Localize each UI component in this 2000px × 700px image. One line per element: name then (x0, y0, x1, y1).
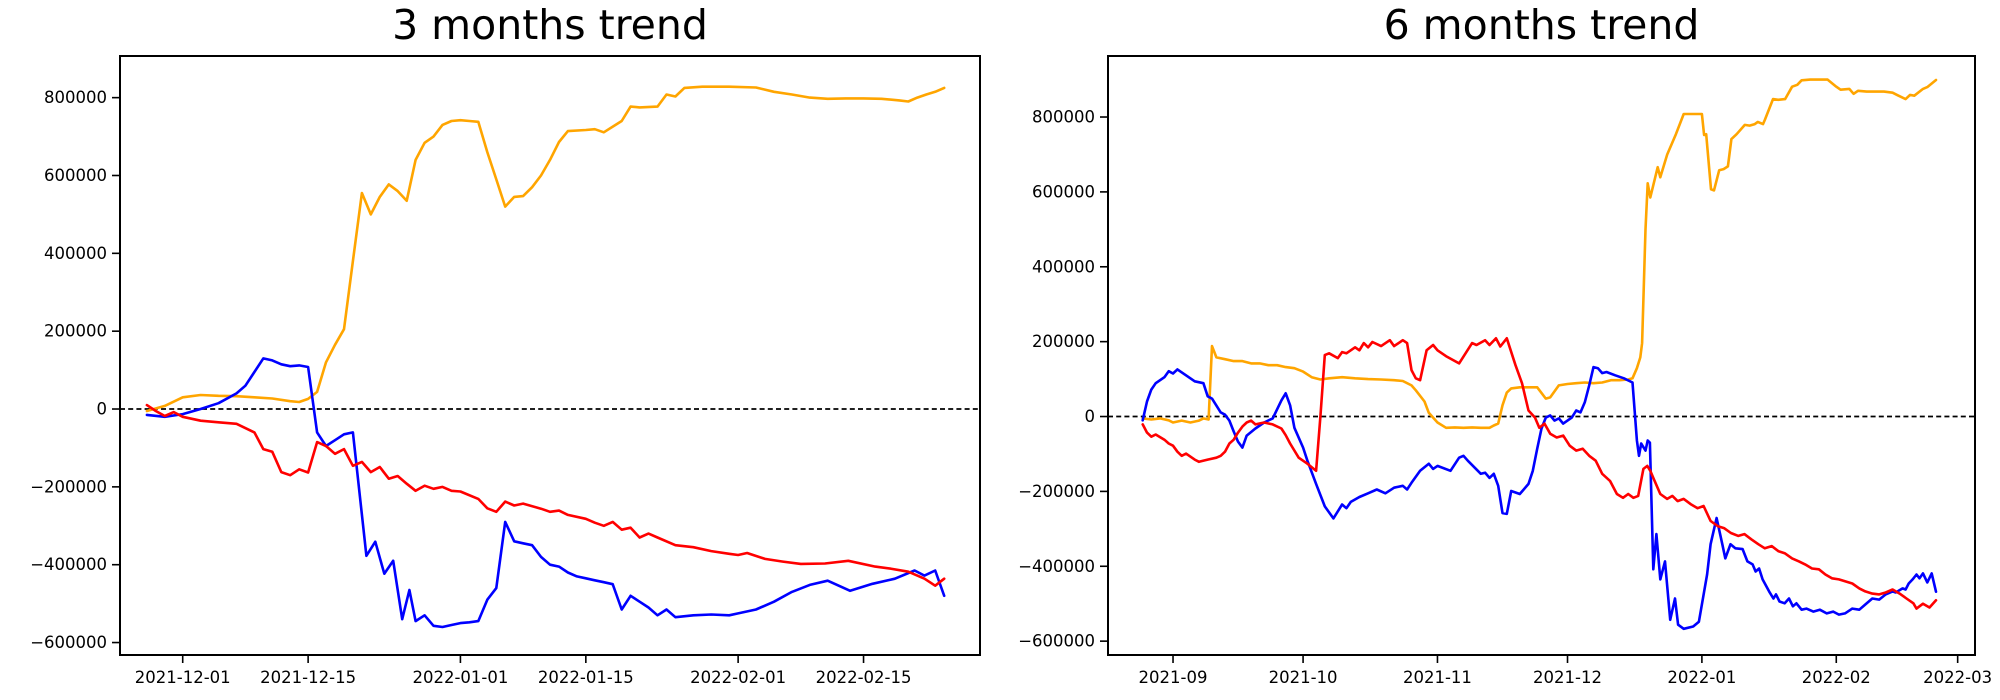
y-tick-label: 0 (97, 400, 108, 419)
y-tick-label: 800000 (44, 88, 107, 107)
x-tick-label: 2022-01-01 (412, 668, 508, 687)
x-tick-label: 2022-01-15 (538, 668, 634, 687)
x-tick-label: 2021-09 (1139, 668, 1208, 687)
x-tick-label: 2022-02 (1802, 668, 1871, 687)
y-tick-label: 600000 (1032, 182, 1095, 201)
x-tick-label: 2022-02-15 (816, 668, 912, 687)
x-tick-label: 2022-03 (1923, 668, 1992, 687)
series-line-red (145, 403, 946, 588)
plot-border (119, 55, 981, 656)
series-line-blue (1141, 365, 1938, 631)
y-tick-label: 200000 (44, 322, 107, 341)
y-tick-label: 600000 (44, 166, 107, 185)
x-tick-label: 2021-12-15 (260, 668, 356, 687)
x-tick-label: 2021-10 (1269, 668, 1338, 687)
y-tick-label: 800000 (1032, 108, 1095, 127)
y-tick-label: 400000 (1032, 257, 1095, 276)
y-tick-label: −400000 (30, 555, 107, 574)
y-tick-label: 400000 (44, 244, 107, 263)
series-line-orange (145, 85, 946, 413)
x-tick-label: 2021-12 (1533, 668, 1602, 687)
plot-border (1107, 55, 1976, 656)
chart-title-6-months: 6 months trend (1383, 1, 1700, 49)
y-tick-label: −200000 (1018, 482, 1095, 501)
x-tick-label: 2022-02-01 (690, 668, 786, 687)
y-tick-label: −600000 (1018, 632, 1095, 651)
y-tick-label: 0 (1085, 407, 1096, 426)
series-line-blue (145, 357, 946, 629)
series-line-orange (1141, 78, 1938, 430)
x-tick-label: 2021-12-01 (135, 668, 231, 687)
chart-title-3-months: 3 months trend (392, 1, 708, 49)
chart-0: 800000 600000 400000 200000 0 −200000 −400000 −… (30, 55, 981, 687)
series-line-red (1141, 336, 1938, 610)
x-tick-label: 2021-11 (1403, 668, 1472, 687)
y-tick-label: 200000 (1032, 332, 1095, 351)
chart-1: 800000 600000 400000 200000 0 −200000 −400000 −… (1018, 55, 1992, 687)
x-tick-label: 2022-01 (1667, 668, 1736, 687)
y-tick-label: −600000 (30, 633, 107, 652)
y-tick-label: −400000 (1018, 557, 1095, 576)
y-tick-label: −200000 (30, 477, 107, 496)
